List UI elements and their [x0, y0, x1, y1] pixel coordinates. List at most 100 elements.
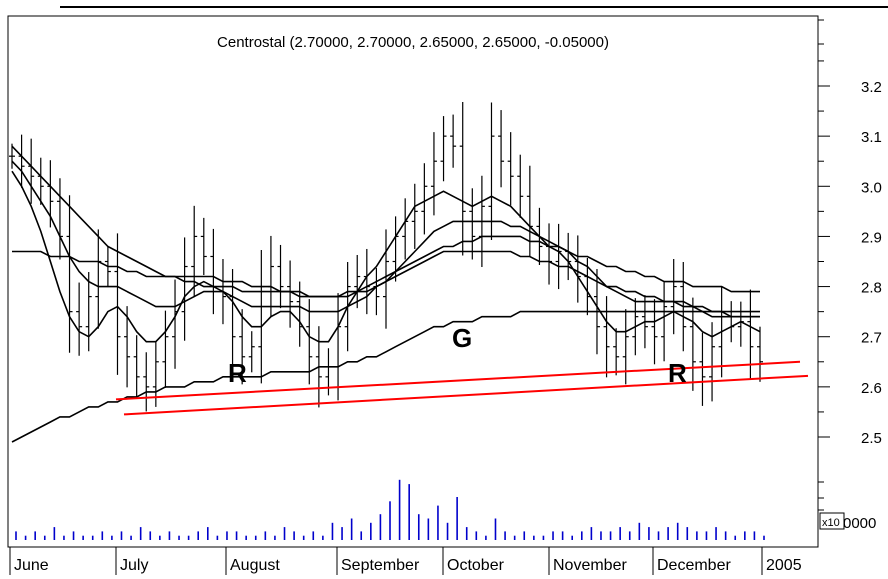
- month-label: July: [120, 557, 148, 574]
- y-tick-label: 3.1: [861, 129, 882, 146]
- volume-bar: [571, 535, 574, 540]
- volume-bar: [91, 535, 94, 540]
- volume-bar: [552, 531, 554, 540]
- volume-bar: [696, 531, 698, 540]
- volume-bar: [456, 497, 458, 540]
- volume-bar: [226, 531, 228, 540]
- volume-bar: [178, 535, 180, 540]
- month-label: October: [447, 557, 505, 574]
- x-axis-months: June July August September October November De…: [9, 547, 802, 575]
- volume-bar: [264, 531, 267, 540]
- volume-bar: [465, 527, 468, 540]
- volume-bar: [600, 531, 602, 540]
- volume-bar: [744, 531, 746, 540]
- volume-bar: [542, 535, 545, 540]
- volume-bar: [389, 501, 391, 540]
- y-tick-label: 2.6: [861, 380, 882, 397]
- volume-bar: [245, 535, 247, 540]
- volume-bar: [360, 531, 363, 540]
- volume-bar: [504, 531, 506, 540]
- volume-bar: [590, 527, 593, 540]
- volume-bar: [34, 531, 36, 540]
- volume-bars: [15, 479, 765, 540]
- volume-bar: [101, 531, 104, 540]
- volume-bar: [686, 527, 689, 540]
- month-label: 2005: [766, 557, 802, 574]
- volume-bar: [139, 527, 142, 540]
- volume-bar: [322, 535, 324, 540]
- volume-bar: [398, 479, 401, 540]
- volume-bar: [72, 531, 75, 540]
- volume-bar: [638, 522, 641, 540]
- volume-bar: [206, 527, 209, 540]
- volume-bar: [437, 505, 439, 540]
- volume-bar: [379, 514, 382, 540]
- volume-bar: [24, 535, 27, 540]
- volume-bar: [63, 535, 65, 540]
- annotation-r-left: R: [228, 358, 247, 388]
- annotation-r-right: R: [668, 358, 687, 388]
- volume-bar: [715, 527, 717, 540]
- y-tick-label: 2.7: [861, 330, 882, 347]
- volume-bar: [724, 531, 727, 540]
- volume-bar: [533, 535, 535, 540]
- volume-bar: [312, 531, 315, 540]
- volume-bar: [609, 531, 612, 540]
- volume-bar: [734, 535, 737, 540]
- volume-bar: [485, 535, 487, 540]
- trendline: [115, 360, 801, 401]
- volume-bar: [43, 535, 46, 540]
- volume-bar: [302, 535, 305, 540]
- month-label: June: [14, 557, 49, 574]
- volume-bar: [763, 535, 765, 540]
- volume-bar: [446, 522, 449, 540]
- volume-bar: [417, 514, 420, 540]
- volume-bar: [149, 531, 152, 540]
- volume-bar: [283, 527, 286, 540]
- volume-bar: [331, 522, 334, 540]
- volume-bar: [293, 531, 295, 540]
- ohlc-price-bars: [9, 102, 763, 412]
- volume-bar: [657, 531, 660, 540]
- y-axis-ticks: 2.5 2.6 2.7 2.8 2.9 3.0 3.1 3.2: [818, 19, 882, 511]
- volume-bar: [15, 531, 17, 540]
- volume-bar: [523, 531, 526, 540]
- volume-scale-label: x10: [822, 517, 840, 529]
- volume-bar: [427, 518, 430, 540]
- volume-bar: [705, 531, 708, 540]
- month-label: August: [230, 557, 280, 574]
- volume-scale-box: [819, 512, 845, 530]
- volume-bar: [648, 527, 650, 540]
- volume-bar: [254, 535, 257, 540]
- chart-title: Centrostal (2.70000, 2.70000, 2.65000, 2…: [217, 34, 609, 51]
- volume-bar: [235, 531, 238, 540]
- volume-bar: [619, 527, 621, 540]
- trendline: [123, 374, 809, 416]
- annotation-g: G: [452, 323, 472, 353]
- volume-bar: [408, 484, 410, 540]
- volume-bar: [341, 527, 343, 540]
- volume-bar: [475, 531, 478, 540]
- volume-bar: [82, 535, 84, 540]
- volume-bar: [753, 531, 756, 540]
- volume-bar: [53, 527, 56, 540]
- y-tick-label: 2.5: [861, 430, 882, 447]
- volume-bar: [274, 535, 276, 540]
- volume-bar: [216, 535, 219, 540]
- volume-bar: [494, 518, 497, 540]
- volume-bar: [580, 531, 583, 540]
- y-tick-label: 2.9: [861, 229, 882, 246]
- volume-bar: [667, 527, 669, 540]
- volume-bar: [111, 535, 113, 540]
- volume-bar: [676, 522, 679, 540]
- volume-bar: [168, 531, 171, 540]
- y-tick-label: 2.8: [861, 280, 882, 297]
- volume-bar: [187, 535, 190, 540]
- trendlines: [115, 360, 809, 416]
- month-label: November: [553, 557, 627, 574]
- y-tick-label: 3.0: [861, 179, 882, 196]
- volume-bar: [628, 531, 631, 540]
- volume-bar: [370, 522, 372, 540]
- volume-bar: [120, 531, 123, 540]
